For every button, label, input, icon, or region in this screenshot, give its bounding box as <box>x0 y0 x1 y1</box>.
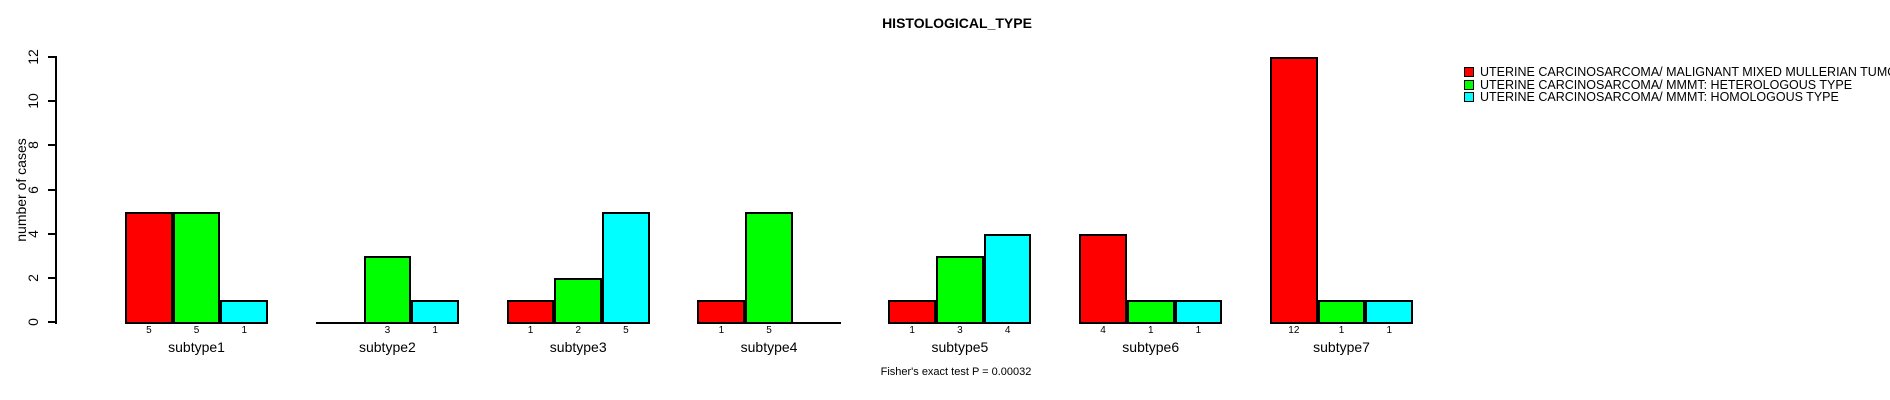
x-category-label: subtype3 <box>549 339 607 355</box>
bar-subtype7-series3 <box>1365 300 1414 324</box>
bar-subtype5-series2 <box>936 256 984 324</box>
y-tick-mark <box>48 188 56 191</box>
x-category-label: subtype1 <box>168 339 225 355</box>
x-category-label: subtype7 <box>1313 339 1370 355</box>
y-tick-mark <box>48 56 56 58</box>
bar-value-label: 1 <box>241 325 248 336</box>
bar-subtype5-series3 <box>983 234 1032 324</box>
bar-value-label: 5 <box>766 325 772 336</box>
bar-subtype2-series3 <box>411 300 459 324</box>
legend-swatch-red <box>1464 67 1474 78</box>
y-tick-mark <box>48 321 56 323</box>
legend-label: UTERINE CARCINOSARCOMA/ MALIGNANT MIXED … <box>1480 65 1890 80</box>
bar-value-label: 5 <box>623 325 629 336</box>
y-tick-label: 4 <box>25 229 41 238</box>
bar-value-label: 1 <box>527 325 534 336</box>
y-tick-label: 12 <box>25 49 41 65</box>
bar-subtype6-series1 <box>1079 234 1127 324</box>
bar-value-label: 3 <box>957 325 963 336</box>
bar-subtype7-series2 <box>1317 300 1366 324</box>
bar-subtype3-series2 <box>554 278 603 324</box>
x-category-label: subtype6 <box>1122 339 1180 355</box>
y-tick-label: 0 <box>25 318 41 326</box>
y-tick-mark <box>48 232 56 235</box>
bar-subtype7-series1 <box>1269 57 1318 324</box>
legend-swatch-cyan <box>1464 92 1474 103</box>
x-category-label: subtype5 <box>931 339 989 355</box>
bar-value-label: 1 <box>1195 325 1202 336</box>
chart-title: HISTOLOGICAL_TYPE <box>882 15 1032 31</box>
bar-value-label: 4 <box>1004 325 1011 336</box>
bar-subtype4-series1 <box>697 300 746 324</box>
legend-swatch-green <box>1464 79 1474 90</box>
legend-item: UTERINE CARCINOSARCOMA/ MMMT: HOMOLOGOUS… <box>1464 90 1890 105</box>
bar-value-label: 3 <box>384 325 391 336</box>
x-category-label: subtype4 <box>740 339 798 355</box>
fisher-test-note: Fisher's exact test P = 0.00032 <box>880 366 1032 378</box>
bar-subtype6-series2 <box>1126 300 1175 324</box>
y-tick-label: 10 <box>25 93 41 109</box>
bar-value-label: 1 <box>718 325 725 336</box>
bar-subtype3-series1 <box>506 300 555 324</box>
bar-value-label: 2 <box>575 325 581 336</box>
bar-subtype3-series3 <box>602 212 650 324</box>
bar-value-label: 1 <box>1147 325 1154 336</box>
bar-value-label: 1 <box>1338 325 1345 336</box>
bar-value-label: 1 <box>432 325 438 336</box>
x-category-label: subtype2 <box>358 339 416 355</box>
legend-label: UTERINE CARCINOSARCOMA/ MMMT: HETEROLOGO… <box>1480 77 1853 92</box>
legend-item: UTERINE CARCINOSARCOMA/ MALIGNANT MIXED … <box>1464 65 1890 80</box>
zero-height-bar-subtype2-series1 <box>315 322 364 324</box>
bar-value-label: 1 <box>1386 325 1393 336</box>
bar-subtype6-series3 <box>1174 300 1223 324</box>
bar-value-label: 4 <box>1100 325 1106 336</box>
bar-subtype1-series2 <box>172 212 221 324</box>
bar-subtype5-series1 <box>888 300 937 324</box>
y-tick-mark <box>48 276 56 279</box>
y-tick-label: 2 <box>25 273 41 282</box>
y-tick-mark <box>48 100 56 103</box>
bar-value-label: 5 <box>193 325 200 336</box>
y-axis-line <box>55 56 57 324</box>
bar-subtype1-series1 <box>125 212 173 324</box>
y-tick-label: 8 <box>25 141 41 150</box>
zero-height-bar-subtype4-series3 <box>792 322 841 324</box>
y-tick-label: 6 <box>25 185 41 194</box>
bar-value-label: 5 <box>146 325 152 336</box>
bar-value-label: 12 <box>1288 325 1300 336</box>
y-tick-mark <box>48 144 56 147</box>
bar-subtype4-series2 <box>745 212 793 324</box>
bar-subtype1-series3 <box>220 300 269 324</box>
legend: UTERINE CARCINOSARCOMA/ MALIGNANT MIXED … <box>1464 65 1890 105</box>
bar-value-label: 1 <box>909 325 915 336</box>
legend-label: UTERINE CARCINOSARCOMA/ MMMT: HOMOLOGOUS… <box>1480 90 1839 105</box>
legend-item: UTERINE CARCINOSARCOMA/ MMMT: HETEROLOGO… <box>1464 77 1890 92</box>
bar-subtype2-series2 <box>363 256 412 324</box>
